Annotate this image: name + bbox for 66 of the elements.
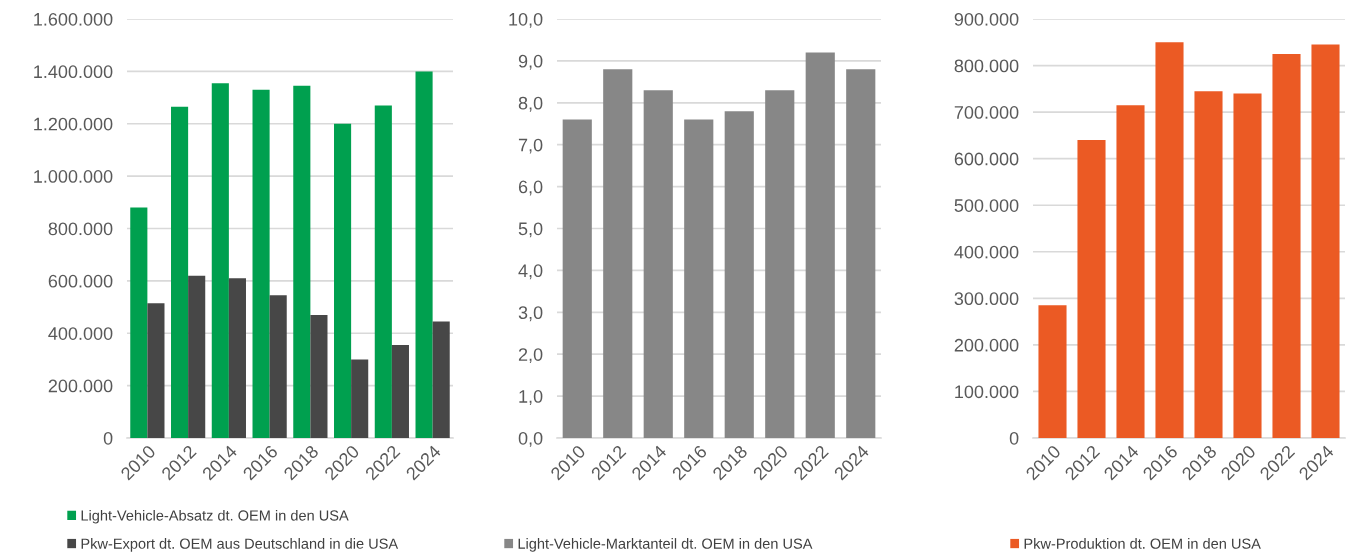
bar	[228, 278, 246, 438]
legend-label: Light-Vehicle-Marktanteil dt. OEM in den USA	[518, 538, 813, 552]
y-tick-label: 1,0	[519, 390, 543, 405]
bar	[351, 359, 369, 438]
bar	[252, 89, 270, 438]
bar	[310, 314, 328, 438]
bar	[684, 119, 714, 438]
y-tick-label: 1.200.000	[34, 117, 113, 131]
bar	[805, 52, 835, 438]
bar	[765, 90, 795, 438]
y-tick-label: 1.400.000	[34, 65, 113, 79]
y-tick-label: 5,0	[518, 222, 543, 238]
bar	[1311, 44, 1340, 438]
y-tick-label: 700.000	[954, 106, 1019, 119]
y-tick-label: 2,0	[518, 348, 543, 364]
y-tick-label: 800.000	[48, 222, 113, 236]
bar	[1233, 93, 1262, 438]
legend-label: Light-Vehicle-Absatz dt. OEM in den USA	[81, 509, 349, 524]
y-tick-label: 10,0	[509, 12, 543, 28]
y-tick-label: 6,0	[518, 180, 543, 196]
y-tick-label: 300.000	[954, 292, 1019, 306]
bar	[432, 321, 450, 438]
y-tick-label: 600.000	[48, 274, 113, 288]
bar	[1038, 305, 1067, 438]
y-tick-label: 600.000	[954, 152, 1019, 166]
y-tick-label: 0,0	[518, 431, 543, 447]
bar	[171, 106, 189, 438]
y-tick-label: 500.000	[954, 199, 1019, 212]
y-tick-label: 800.000	[954, 59, 1019, 73]
bar	[269, 295, 287, 438]
bar	[293, 85, 311, 438]
y-tick-label: 9,0	[518, 54, 543, 70]
bar	[603, 69, 633, 438]
bar	[147, 303, 165, 438]
legend-label: Pkw-Produktion dt. OEM in den USA	[1024, 538, 1261, 549]
y-tick-label: 200.000	[48, 379, 113, 393]
bar	[1272, 53, 1301, 438]
bar	[415, 71, 433, 438]
y-tick-label: 400.000	[954, 245, 1019, 259]
bar	[211, 83, 229, 438]
bar	[846, 69, 876, 438]
y-tick-label: 7,0	[518, 138, 543, 154]
bar	[130, 207, 148, 438]
bar	[391, 345, 409, 438]
bar	[1116, 105, 1145, 438]
bar	[643, 90, 673, 438]
bar	[1155, 42, 1184, 438]
legend-label: Pkw-Export dt. OEM aus Deutschland in die USA	[81, 538, 399, 552]
y-tick-label: 1.000.000	[34, 170, 113, 183]
bar	[188, 275, 206, 438]
y-tick-label: 200.000	[954, 338, 1019, 352]
y-tick-label: 400.000	[48, 327, 113, 340]
y-tick-label: 4,0	[518, 264, 543, 280]
bar	[1194, 91, 1223, 438]
y-tick-label: 900.000	[954, 12, 1019, 26]
y-tick-label: 8,0	[518, 96, 543, 112]
bar	[724, 111, 754, 438]
y-tick-label: 3,0	[518, 306, 543, 322]
y-tick-label: 100.000	[955, 385, 1019, 399]
y-tick-label: 0	[103, 431, 113, 445]
y-tick-label: 1.600.000	[34, 12, 113, 26]
y-tick-label: 0	[1009, 431, 1019, 445]
bar	[374, 105, 392, 438]
bar	[562, 119, 592, 438]
bar	[1077, 140, 1106, 438]
bar	[334, 123, 352, 438]
